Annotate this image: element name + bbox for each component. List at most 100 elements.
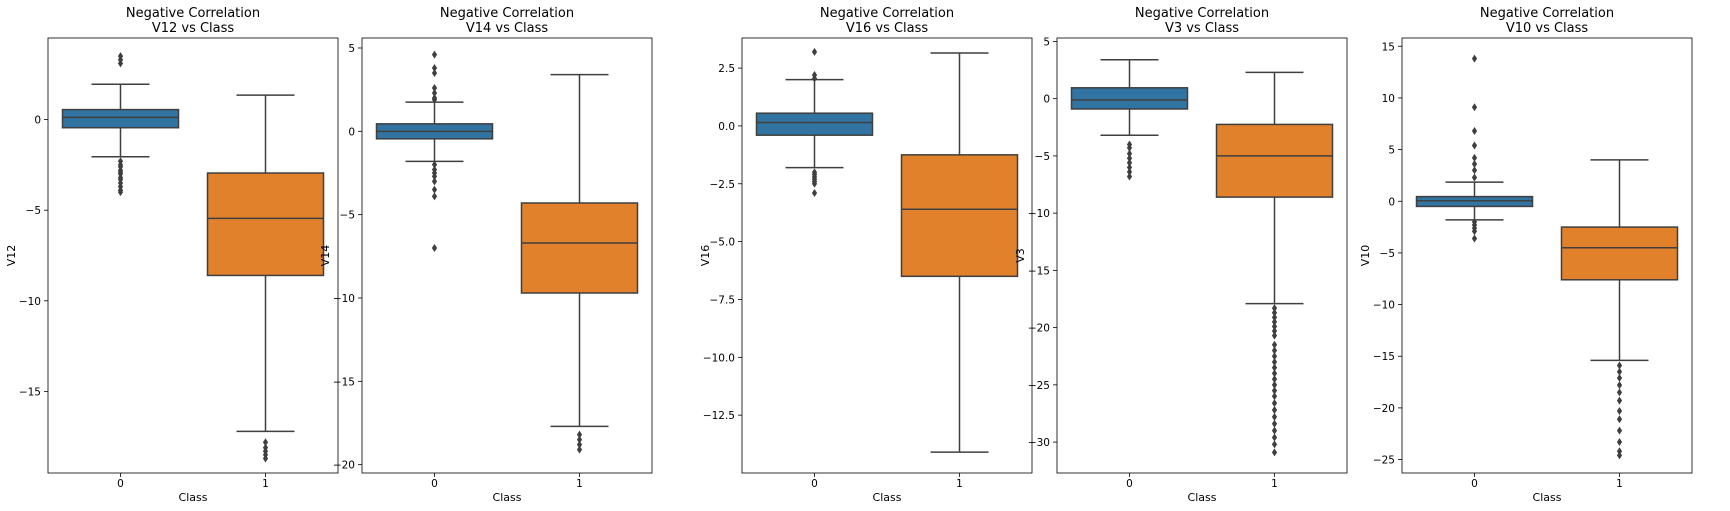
outlier-point bbox=[1471, 54, 1478, 63]
outlier-point bbox=[1271, 304, 1278, 313]
box-iqr bbox=[1070, 87, 1189, 110]
outlier-point bbox=[1271, 363, 1278, 372]
outlier-point bbox=[1126, 158, 1133, 167]
outlier-point bbox=[1271, 340, 1278, 349]
outlier-point bbox=[1616, 373, 1623, 382]
outlier-point bbox=[1271, 412, 1278, 421]
box-iqr bbox=[206, 172, 325, 277]
outlier-point bbox=[1471, 234, 1478, 243]
chart-title-line1: Negative Correlation bbox=[440, 6, 574, 21]
plot-frame bbox=[1056, 37, 1348, 474]
y-tick-label: −10 bbox=[1028, 208, 1050, 220]
box-iqr bbox=[1415, 195, 1534, 208]
x-axis-label: Class bbox=[1533, 491, 1562, 504]
box-class-0 bbox=[1070, 59, 1189, 181]
outlier-point bbox=[431, 160, 438, 169]
outlier-point bbox=[1616, 388, 1623, 397]
outlier-point bbox=[1616, 381, 1623, 390]
chart-title-line2: V3 vs Class bbox=[1165, 21, 1239, 36]
chart-title-line1: Negative Correlation bbox=[1480, 6, 1614, 21]
outlier-point bbox=[1616, 361, 1623, 370]
outlier-point bbox=[117, 59, 124, 68]
outlier-point bbox=[1471, 160, 1478, 169]
y-tick-label: 15 bbox=[1382, 41, 1395, 53]
box-class-0 bbox=[61, 52, 180, 197]
outlier-point bbox=[1271, 392, 1278, 401]
chart-title-line1: Negative Correlation bbox=[820, 6, 954, 21]
plot-frame bbox=[361, 37, 653, 474]
box-iqr bbox=[1215, 123, 1334, 198]
outlier-point bbox=[1126, 163, 1133, 172]
outlier-point bbox=[431, 69, 438, 77]
y-tick-label: 10 bbox=[1382, 93, 1395, 105]
outlier-point bbox=[1271, 448, 1278, 457]
outlier-point bbox=[431, 172, 438, 181]
y-tick-label: 2.5 bbox=[718, 63, 735, 75]
outlier-point bbox=[1471, 103, 1478, 112]
x-tick-label: 1 bbox=[576, 478, 583, 490]
outlier-point bbox=[1616, 447, 1623, 456]
x-tick-label: 1 bbox=[1271, 478, 1278, 490]
outlier-point bbox=[1271, 331, 1278, 340]
y-tick-label: −10 bbox=[19, 296, 41, 308]
box-iqr bbox=[61, 108, 180, 129]
outlier-point bbox=[1471, 166, 1478, 175]
y-tick-label: −25 bbox=[1028, 380, 1050, 392]
outlier-point bbox=[1271, 406, 1278, 415]
outlier-point bbox=[1271, 346, 1278, 355]
outlier-point bbox=[1271, 352, 1278, 361]
outlier-point bbox=[1271, 322, 1278, 331]
y-tick-label: −15 bbox=[19, 386, 41, 398]
y-tick-label: 0 bbox=[1388, 196, 1395, 208]
outlier-point bbox=[1271, 317, 1278, 326]
y-tick-label: 0.0 bbox=[718, 121, 735, 133]
outlier-point bbox=[431, 64, 438, 72]
outlier-point bbox=[1271, 386, 1278, 395]
y-axis-label: V12 bbox=[5, 245, 18, 267]
outlier-point bbox=[1271, 419, 1278, 428]
y-tick-label: −15 bbox=[1028, 265, 1050, 277]
outlier-point bbox=[1126, 154, 1133, 163]
box-iqr bbox=[1560, 226, 1679, 281]
y-tick-label: 0 bbox=[1043, 94, 1050, 106]
chart-title-line1: Negative Correlation bbox=[126, 6, 260, 21]
x-tick-label: 0 bbox=[1126, 478, 1133, 490]
outlier-point bbox=[1271, 357, 1278, 366]
y-tick-label: 5 bbox=[348, 43, 355, 55]
y-tick-label: −15 bbox=[333, 376, 355, 388]
outlier-point bbox=[1271, 426, 1278, 435]
x-axis-label: Class bbox=[179, 491, 208, 504]
outlier-point bbox=[1271, 375, 1278, 384]
outlier-point bbox=[262, 438, 269, 447]
outlier-point bbox=[1271, 399, 1278, 408]
chart-title-line2: V14 vs Class bbox=[466, 21, 549, 36]
box-class-0 bbox=[375, 50, 494, 252]
y-tick-label: −5 bbox=[1035, 151, 1050, 163]
outlier-point bbox=[1616, 451, 1623, 460]
x-axis-label: Class bbox=[1188, 491, 1217, 504]
x-tick-label: 1 bbox=[1616, 478, 1623, 490]
outlier-point bbox=[1271, 308, 1278, 317]
outlier-point bbox=[576, 445, 583, 454]
box-class-1 bbox=[520, 73, 639, 454]
plot-frame bbox=[1401, 37, 1693, 474]
y-tick-label: −12.5 bbox=[703, 410, 735, 422]
box-class-1 bbox=[900, 52, 1019, 453]
y-tick-label: −20 bbox=[1028, 323, 1050, 335]
y-tick-label: −5.0 bbox=[710, 237, 736, 249]
outlier-point bbox=[431, 185, 438, 194]
x-tick-label: 0 bbox=[1471, 478, 1478, 490]
outlier-point bbox=[1271, 369, 1278, 378]
box-iqr bbox=[755, 112, 874, 136]
y-tick-label: −5 bbox=[1380, 248, 1395, 260]
outlier-point bbox=[431, 84, 438, 92]
y-tick-label: 5 bbox=[1388, 145, 1395, 157]
y-tick-label: −5 bbox=[340, 210, 355, 222]
outlier-point bbox=[431, 192, 438, 201]
outlier-point bbox=[1616, 367, 1623, 376]
outlier-point bbox=[431, 95, 438, 104]
